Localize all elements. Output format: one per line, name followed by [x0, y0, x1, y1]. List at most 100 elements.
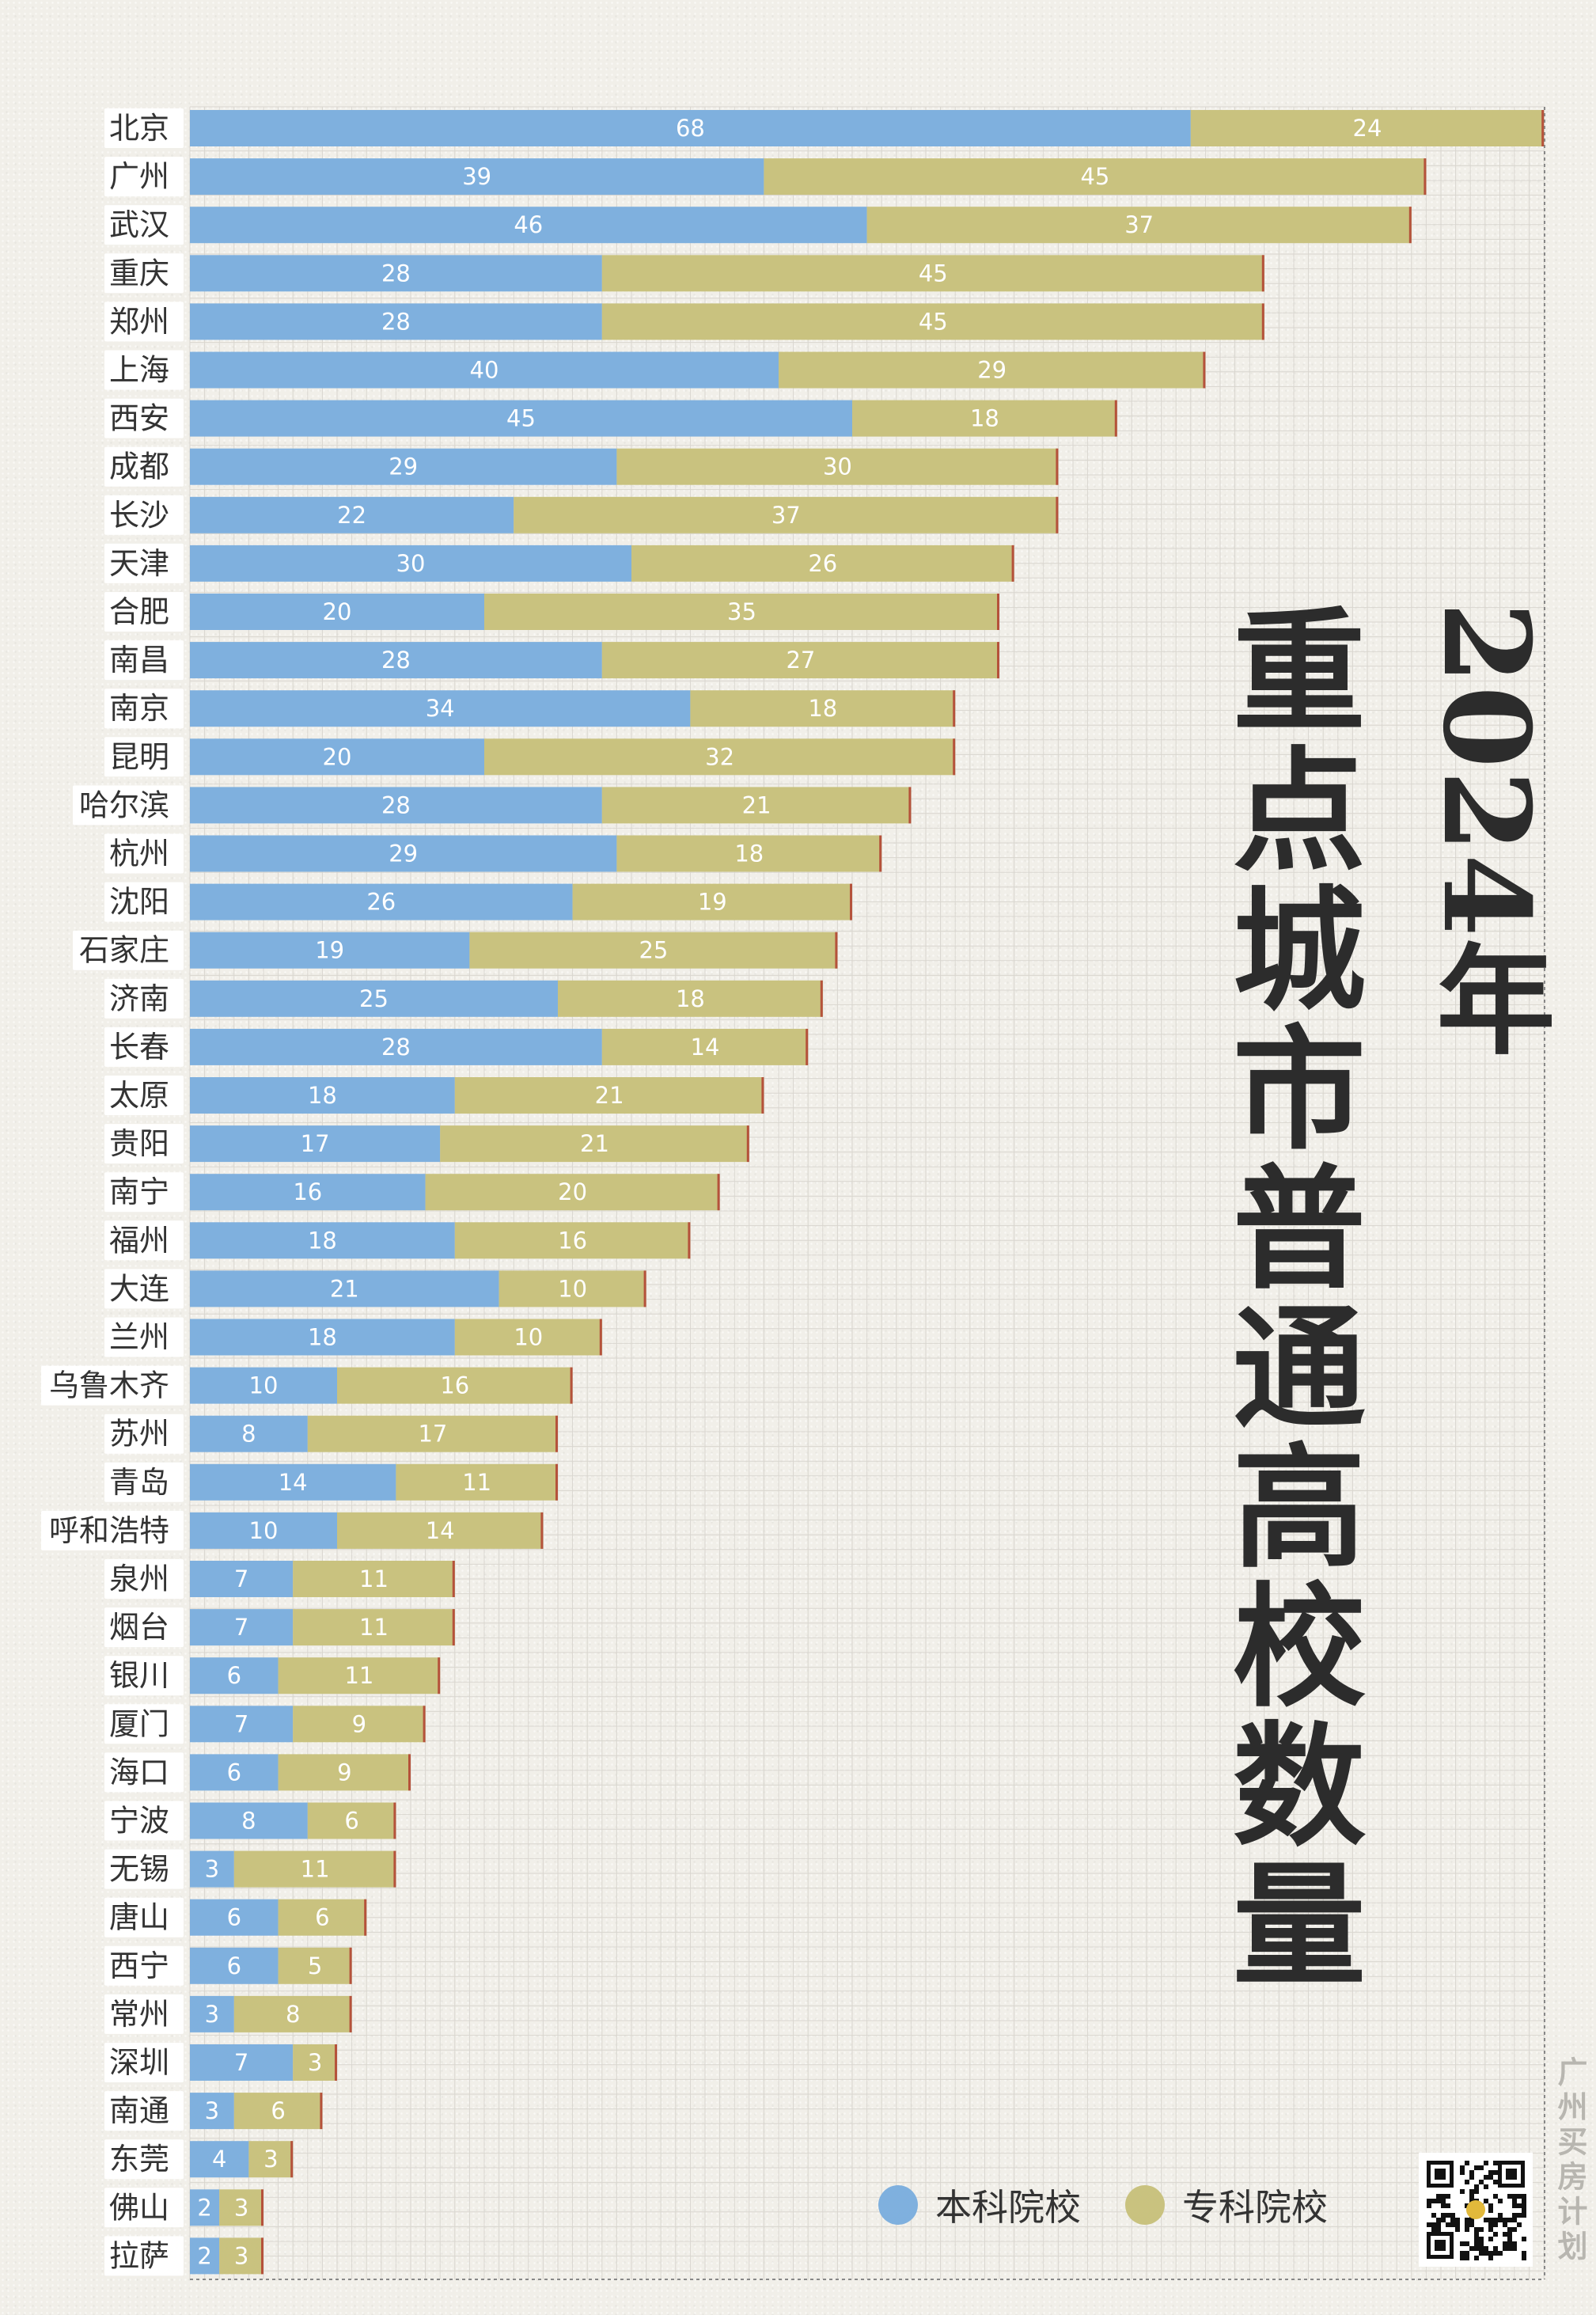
bar-undergrad	[190, 980, 558, 1017]
bar-value-undergrad: 40	[470, 357, 499, 384]
bar-end-marker	[1424, 158, 1427, 195]
bar-undergrad	[190, 1609, 294, 1646]
bar-value-vocational: 45	[919, 308, 948, 335]
bar-undergrad	[190, 1561, 294, 1597]
bar-vocational	[337, 1512, 544, 1549]
city-label-bg	[104, 689, 184, 729]
bar-undergrad	[190, 448, 617, 485]
city-label: 佛山	[109, 2190, 169, 2225]
city-label-bg	[104, 2139, 184, 2180]
bar-end-marker	[1261, 303, 1264, 340]
bar-vocational	[572, 883, 852, 920]
city-label: 太原	[109, 1078, 169, 1113]
bar-undergrad	[190, 303, 602, 340]
city-label: 西安	[109, 401, 169, 436]
bar-undergrad	[190, 1415, 308, 1452]
bar-end-marker	[1011, 545, 1014, 582]
bar-value-undergrad: 18	[308, 1227, 337, 1254]
chart-title-main: 重点城市普通高校数量	[1210, 602, 1367, 1994]
bar-vocational	[454, 1222, 691, 1259]
qr-code-icon	[1419, 2153, 1533, 2267]
bar-value-vocational: 32	[705, 743, 734, 770]
bar-value-undergrad: 25	[359, 985, 389, 1012]
bar-end-marker	[320, 2093, 323, 2130]
bar-end-marker	[364, 1899, 367, 1936]
bar-value-vocational: 14	[426, 1517, 455, 1544]
bar-end-marker	[555, 1463, 558, 1501]
city-label: 兰州	[109, 1320, 169, 1355]
bar-value-vocational: 30	[823, 454, 852, 480]
city-label-bg	[104, 1704, 184, 1744]
bar-end-marker	[393, 1850, 396, 1888]
bar-value-undergrad: 6	[227, 1953, 241, 1979]
bar-value-vocational: 26	[808, 550, 837, 577]
city-label-bg	[104, 1801, 184, 1841]
legend-dot-icon	[878, 2185, 918, 2225]
bar-end-marker	[717, 1174, 720, 1211]
city-label: 南京	[109, 691, 169, 726]
bar-end-marker	[349, 1947, 352, 1984]
bar-vocational	[248, 2141, 294, 2178]
city-label: 大连	[109, 1271, 169, 1306]
bar-value-vocational: 6	[344, 1808, 358, 1835]
city-label: 苏州	[109, 1417, 169, 1452]
bar-value-vocational: 21	[580, 1130, 609, 1157]
city-label-bg	[104, 157, 184, 197]
bar-value-undergrad: 28	[381, 791, 411, 818]
bar-value-undergrad: 7	[234, 1710, 248, 1737]
city-label-bg	[104, 108, 184, 148]
city-label-bg	[104, 882, 184, 922]
city-label-bg	[104, 1897, 184, 1937]
bar-value-vocational: 11	[462, 1469, 491, 1496]
bar-value-undergrad: 19	[315, 937, 344, 964]
bar-end-marker	[997, 642, 999, 679]
bar-value-undergrad: 34	[426, 695, 455, 722]
bar-vocational	[278, 1657, 441, 1695]
bar-value-vocational: 18	[676, 985, 705, 1012]
bar-vocational	[514, 496, 1059, 533]
bar-vocational	[852, 400, 1117, 437]
bar-value-undergrad: 6	[227, 1759, 241, 1786]
bar-vocational	[866, 207, 1412, 244]
bar-value-undergrad: 29	[389, 841, 418, 867]
bar-end-marker	[452, 1561, 455, 1597]
bar-vocational	[601, 1028, 809, 1065]
city-label: 长春	[109, 1030, 169, 1065]
bar-value-undergrad: 6	[227, 1662, 241, 1689]
city-label: 广州	[109, 159, 169, 194]
bar-vocational	[293, 1561, 455, 1597]
bar-value-vocational: 5	[308, 1953, 322, 1979]
bar-value-vocational: 20	[558, 1178, 587, 1205]
bar-end-marker	[570, 1367, 573, 1404]
bar-undergrad	[190, 1802, 308, 1839]
bar-value-undergrad: 29	[389, 454, 418, 480]
bar-undergrad	[190, 1125, 441, 1163]
bar-value-undergrad: 46	[514, 211, 543, 238]
city-label: 烟台	[109, 1610, 169, 1645]
city-label-bg	[104, 543, 184, 583]
bar-vocational	[469, 932, 838, 969]
bar-undergrad	[190, 110, 1191, 146]
bar-undergrad	[190, 255, 602, 292]
bar-value-vocational: 6	[315, 1904, 329, 1931]
bar-end-marker	[540, 1512, 544, 1549]
bar-vocational	[219, 2189, 263, 2226]
city-label-bg	[104, 640, 184, 681]
bar-value-vocational: 8	[286, 2001, 300, 2028]
bar-value-undergrad: 20	[323, 598, 352, 625]
bar-vocational	[307, 1415, 558, 1452]
bar-end-marker	[908, 787, 912, 824]
bar-value-undergrad: 10	[249, 1372, 279, 1399]
city-label: 呼和浩特	[49, 1513, 169, 1548]
city-label: 长沙	[109, 498, 169, 533]
bar-value-vocational: 24	[1353, 115, 1382, 142]
bar-vocational	[307, 1802, 396, 1839]
bar-end-marker	[1056, 496, 1059, 533]
bar-end-marker	[599, 1319, 602, 1356]
bar-value-undergrad: 6	[227, 1904, 241, 1931]
city-label: 宁波	[109, 1804, 169, 1839]
bar-value-vocational: 17	[418, 1421, 447, 1448]
bar-value-vocational: 6	[271, 2097, 285, 2124]
bar-value-undergrad: 68	[676, 115, 705, 142]
